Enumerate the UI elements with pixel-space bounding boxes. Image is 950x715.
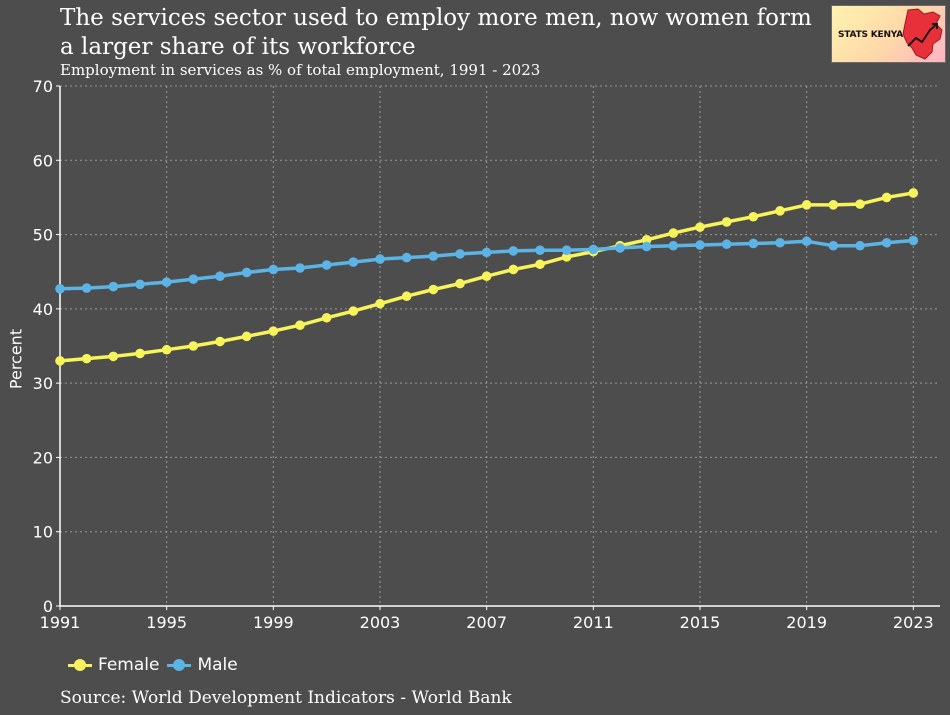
data-point-female: [348, 306, 359, 316]
y-tick-label: 30: [33, 374, 53, 393]
data-point-female: [908, 188, 919, 198]
data-point-male: [455, 249, 465, 259]
data-point-female: [748, 211, 759, 222]
legend: Female Male: [68, 655, 246, 675]
data-point-male: [81, 283, 92, 293]
x-tick-label: 2007: [466, 613, 507, 632]
x-tick-label: 2011: [573, 613, 614, 632]
data-point-male: [348, 257, 359, 267]
x-tick-label: 2003: [360, 613, 401, 632]
y-tick-label: 10: [33, 523, 53, 542]
data-point-male: [668, 240, 679, 251]
legend-label-female: Female: [98, 655, 160, 675]
data-point-female: [188, 341, 199, 351]
data-point-female: [801, 200, 812, 210]
data-point-male: [855, 240, 865, 251]
data-point-male: [535, 245, 545, 255]
data-point-female: [775, 206, 785, 216]
data-point-female: [268, 326, 279, 336]
data-point-female: [535, 259, 545, 270]
data-point-female: [641, 234, 652, 245]
grid-lines: [60, 85, 940, 606]
x-tick-label: 2023: [893, 613, 934, 632]
data-point-female: [215, 336, 225, 347]
data-point-male: [508, 246, 519, 256]
data-point-male: [615, 243, 625, 253]
series-group: [55, 188, 919, 366]
stats-kenya-logo: STATS KENYA: [831, 5, 946, 63]
source-note: Source: World Development Indicators - W…: [60, 688, 512, 708]
y-tick-label: 40: [33, 300, 53, 319]
data-point-male: [695, 240, 705, 250]
data-point-female: [881, 192, 892, 203]
data-point-female: [721, 217, 732, 227]
data-point-male: [268, 264, 279, 275]
legend-label-male: Male: [197, 655, 238, 675]
data-point-female: [81, 353, 92, 364]
data-point-female: [455, 278, 465, 289]
chart-title: The services sector used to employ more …: [60, 5, 812, 60]
data-point-male: [881, 237, 892, 248]
data-point-female: [135, 348, 145, 359]
legend-item-male: Male: [167, 655, 238, 675]
kenya-map-trend-icon: [902, 8, 943, 60]
y-tick-label: 70: [33, 77, 53, 96]
data-point-female: [428, 284, 439, 295]
data-point-male: [215, 271, 225, 281]
data-point-male: [721, 239, 732, 250]
data-point-female: [161, 344, 172, 355]
data-point-female: [508, 264, 519, 275]
legend-swatch-male: [167, 655, 192, 675]
data-point-male: [748, 238, 759, 249]
data-point-male: [295, 263, 305, 273]
data-point-female: [108, 351, 119, 362]
data-point-female: [695, 222, 705, 232]
data-point-female: [481, 271, 492, 281]
data-point-male: [55, 284, 65, 294]
x-tick-label: 1999: [253, 613, 294, 632]
data-point-male: [375, 254, 385, 264]
data-point-female: [241, 331, 252, 342]
data-point-male: [188, 274, 199, 284]
y-tick-label: 20: [33, 448, 53, 467]
data-point-female: [828, 200, 839, 210]
data-point-male: [828, 240, 839, 251]
data-point-male: [108, 281, 119, 292]
data-point-male: [401, 252, 412, 263]
data-point-male: [801, 236, 812, 247]
y-tick-label: 50: [33, 226, 53, 245]
data-point-male: [481, 247, 492, 258]
chart-subtitle: Employment in services as % of total emp…: [60, 61, 541, 79]
data-point-male: [775, 237, 785, 248]
data-point-female: [561, 252, 572, 262]
logo-text: STATS KENYA: [838, 30, 904, 40]
data-point-male: [561, 245, 572, 255]
data-point-female: [375, 298, 385, 309]
legend-item-female: Female: [68, 655, 159, 675]
axes: 0 10 20 30 40 50 60 70 1991 1995 1999 2003 2007 2011 2…: [33, 77, 940, 632]
data-point-male: [908, 235, 919, 246]
x-tick-label: 1991: [40, 613, 81, 632]
data-point-female: [55, 356, 65, 366]
data-point-female: [295, 320, 305, 331]
x-tick-label: 2015: [680, 613, 721, 632]
legend-swatch-female: [68, 655, 92, 675]
data-point-female: [401, 291, 412, 302]
x-tick-label: 2019: [786, 613, 827, 632]
y-tick-label: 60: [33, 151, 53, 170]
data-point-male: [641, 241, 652, 252]
x-tick-label: 1995: [146, 613, 187, 632]
data-point-male: [135, 279, 145, 290]
y-tick-label: 0: [43, 597, 53, 616]
data-point-male: [588, 244, 599, 255]
data-point-female: [321, 312, 332, 323]
data-point-female: [668, 228, 679, 238]
data-point-male: [241, 267, 252, 278]
data-point-male: [428, 251, 439, 261]
data-point-male: [161, 277, 172, 287]
data-point-female: [855, 199, 865, 209]
data-point-male: [321, 260, 332, 270]
